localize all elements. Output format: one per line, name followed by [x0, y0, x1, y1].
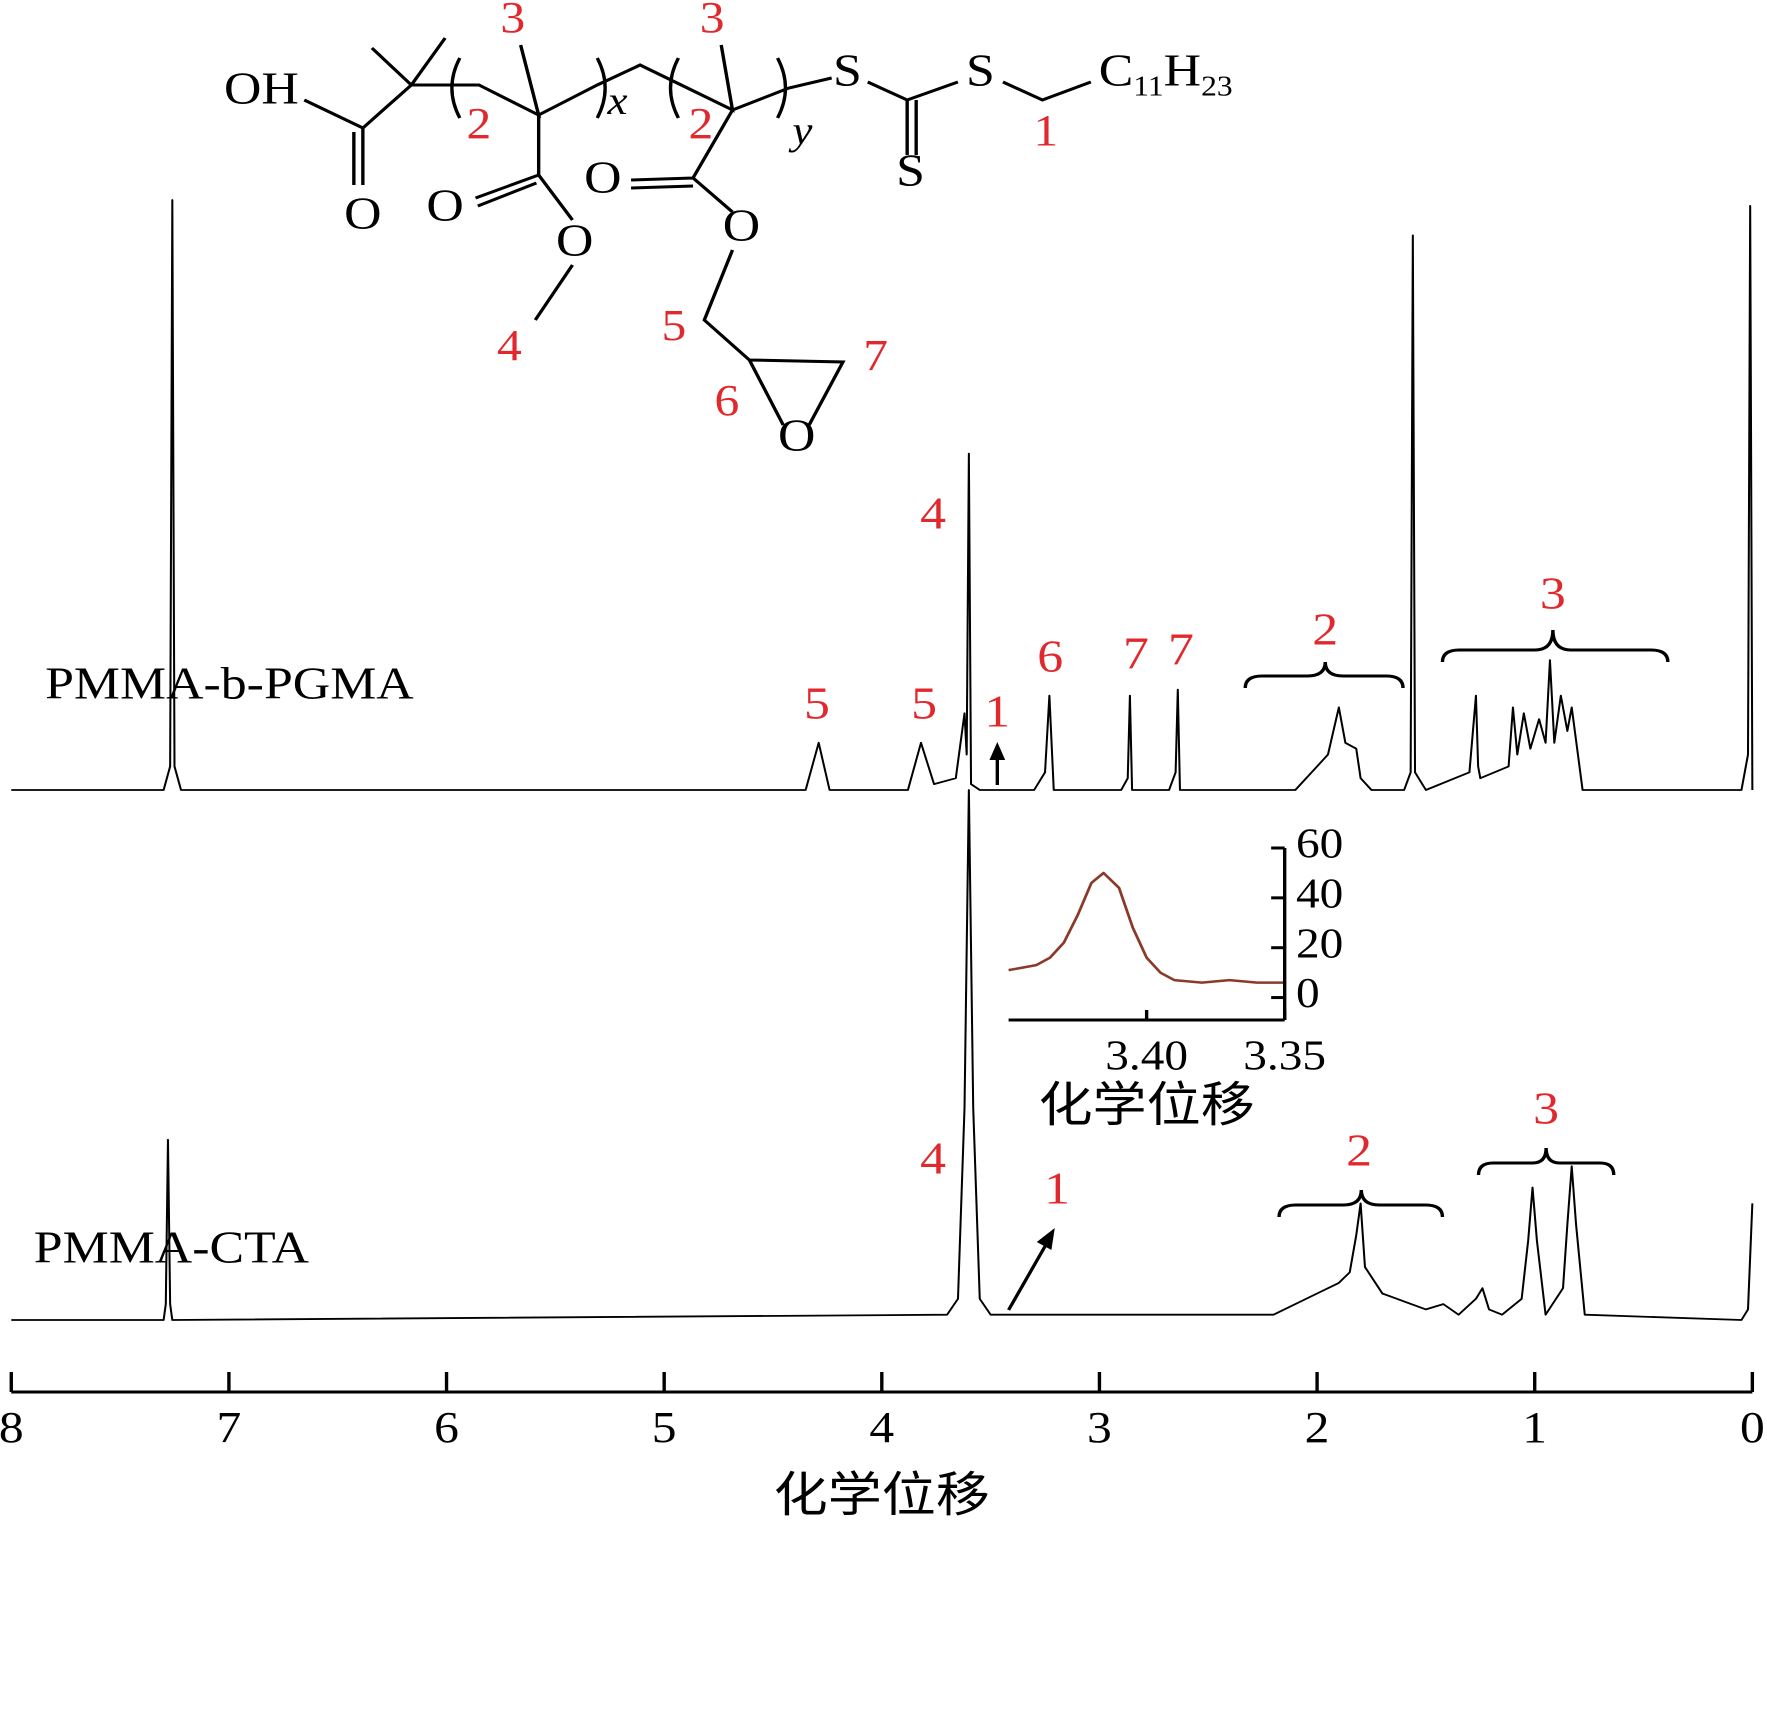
- peak-label: 7: [1168, 623, 1194, 675]
- arrowhead: [1036, 1228, 1055, 1250]
- peak-label: 4: [920, 487, 946, 539]
- x-tick-label: 3.40: [1105, 1032, 1188, 1079]
- peak-label: 3: [1540, 567, 1566, 619]
- locant: 1: [1033, 107, 1058, 156]
- locant: 2: [689, 100, 714, 149]
- x-tick-label: 6: [434, 1404, 459, 1453]
- sample-label: PMMA-CTA: [34, 1221, 310, 1273]
- x-axis-label: 化学位移: [1038, 1079, 1254, 1133]
- peak-label: 6: [1037, 630, 1063, 682]
- atom-label: O: [426, 179, 463, 231]
- formula: C11H23: [1099, 44, 1233, 102]
- arrowhead: [989, 742, 1006, 760]
- brace: [1277, 1189, 1445, 1218]
- y-tick-label: 20: [1296, 920, 1343, 967]
- x-tick-label: 3.35: [1243, 1032, 1326, 1079]
- atom-label: S: [966, 44, 995, 96]
- peak-label: 3: [1533, 1082, 1559, 1134]
- y-tick-label: 0: [1296, 970, 1320, 1017]
- formula-part: 23: [1201, 71, 1233, 102]
- x-tick-label: 7: [217, 1404, 242, 1453]
- y-tick-label: 40: [1296, 870, 1343, 917]
- peak-label: 2: [1346, 1124, 1372, 1176]
- chemical-structure: OH O O O O O O S S S C11H23 x y 3 3 2 2 …: [224, 0, 1233, 461]
- brace: [1243, 661, 1405, 689]
- spectrum-line: [11, 199, 1754, 791]
- x-tick-label: 5: [652, 1404, 677, 1453]
- peak-label: 7: [1123, 627, 1149, 679]
- locant: 3: [500, 0, 525, 42]
- x-tick-label: 0: [1740, 1404, 1765, 1453]
- atom-label: S: [896, 144, 925, 196]
- spectrum-line: [1008, 871, 1285, 984]
- formula-part: C: [1099, 44, 1134, 96]
- locant: 3: [700, 0, 725, 42]
- repeat-unit: x: [606, 79, 627, 123]
- peak-label: 2: [1312, 603, 1338, 655]
- parenthesis: [450, 57, 788, 119]
- peak-label: 4: [920, 1132, 946, 1184]
- atom-label: O: [778, 409, 815, 461]
- atom-label: O: [344, 187, 381, 239]
- atom-label: O: [556, 214, 593, 266]
- peak-label: 1: [1044, 1162, 1070, 1214]
- bond: [303, 37, 1092, 426]
- peak-label: 5: [911, 677, 937, 729]
- brace: [1440, 629, 1670, 663]
- formula-part: H: [1164, 44, 1201, 96]
- x-tick-label: 1: [1522, 1404, 1547, 1453]
- spectrum-line: [11, 789, 1754, 1321]
- atom-label: O: [584, 151, 621, 203]
- x-tick-label: 3: [1087, 1404, 1112, 1453]
- peak-label: 1: [984, 685, 1010, 737]
- atom-label: O: [723, 199, 760, 251]
- x-tick-label: 4: [869, 1404, 894, 1453]
- locant: 4: [497, 322, 522, 371]
- y-tick-label: 60: [1296, 820, 1343, 867]
- peak-label: 5: [804, 677, 830, 729]
- repeat-unit: y: [788, 109, 812, 153]
- atom-label: OH: [224, 62, 299, 114]
- sample-label: PMMA-b-PGMA: [45, 657, 414, 709]
- locant: 7: [863, 332, 888, 381]
- atom-label: S: [833, 44, 862, 96]
- brace: [1476, 1147, 1616, 1176]
- x-tick-label: 2: [1305, 1404, 1330, 1453]
- locant: 6: [714, 377, 739, 426]
- formula-part: 11: [1133, 71, 1163, 102]
- x-tick-label: 8: [0, 1404, 24, 1453]
- brackets: [989, 629, 1670, 1311]
- locant: 5: [661, 302, 686, 351]
- x-axis-label: 化学位移: [774, 1469, 990, 1523]
- locant: 2: [467, 100, 492, 149]
- arrow: [1007, 1244, 1048, 1311]
